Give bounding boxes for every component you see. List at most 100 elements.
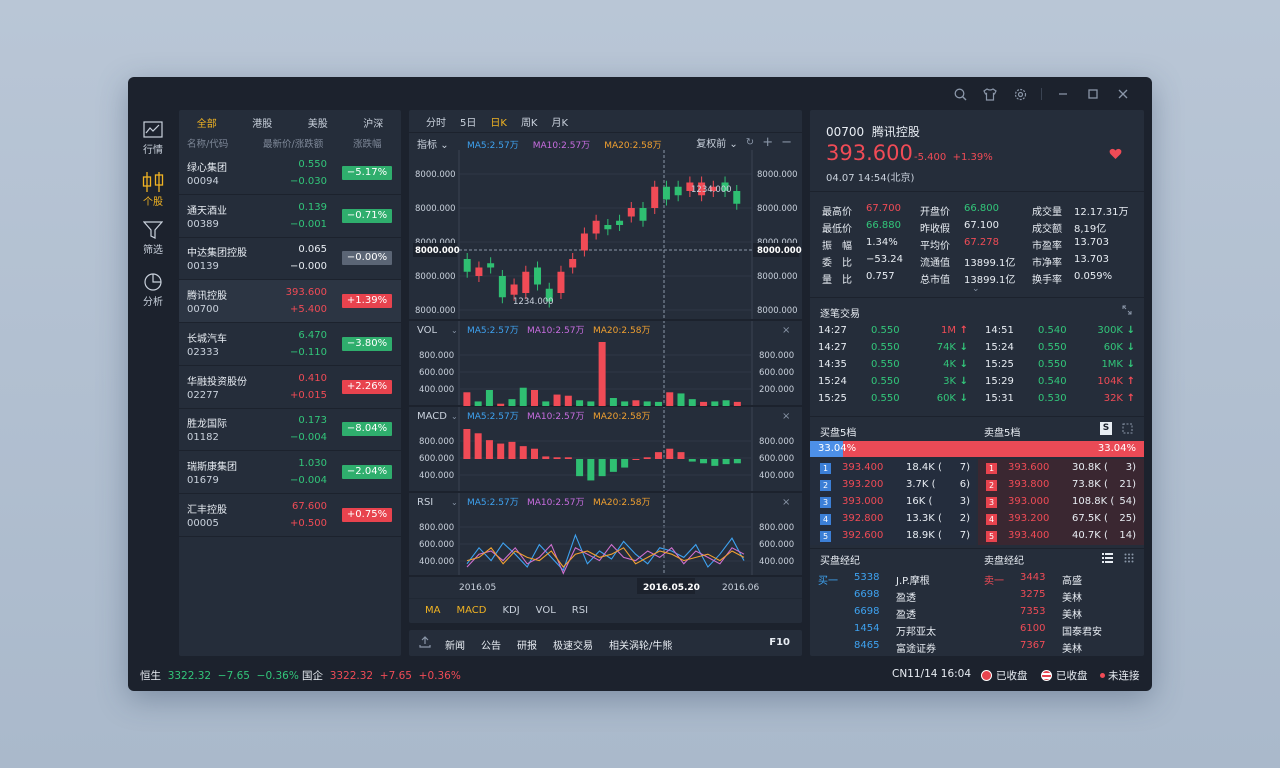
stock-change: −0.001 <box>289 218 327 230</box>
stock-row[interactable]: 汇丰控股 00005 67.600 +0.500 +0.75% <box>179 494 401 537</box>
level-badge: 5 <box>986 531 997 542</box>
volume-bar <box>632 400 640 406</box>
index-hscei[interactable]: 国企 3322.32 +7.65 +0.36% <box>302 668 461 683</box>
stock-row[interactable]: 瑞斯康集团 01679 1.030 −0.004 −2.04% <box>179 451 401 494</box>
broker-row[interactable]: 1454 万邦亚太 <box>818 623 968 638</box>
chart-canvas[interactable]: 8000.000 8000.000 8000.000 8000.000 8000.000… <box>409 110 802 599</box>
maximize-icon[interactable] <box>1078 85 1108 103</box>
connection-status[interactable]: 未连接 <box>1100 668 1140 683</box>
market-status-label: 已收盘 <box>996 670 1028 682</box>
trade-time: 15:25 <box>818 393 847 404</box>
stock-code: 00700 <box>187 304 219 316</box>
broker-row[interactable]: 6100 国泰君安 <box>984 623 1134 638</box>
zoom-in-icon[interactable]: + <box>762 135 774 150</box>
upload-icon[interactable] <box>419 636 431 651</box>
news-tab-news[interactable]: 新闻 <box>445 641 465 652</box>
volume-bar <box>553 394 561 406</box>
index-value: 3322.32 <box>167 670 212 682</box>
date-cursor-bg <box>637 578 695 594</box>
f10-button[interactable]: F10 <box>769 637 790 648</box>
candle <box>510 284 518 295</box>
zoom-out-icon[interactable]: − <box>781 135 792 150</box>
macd-bar <box>700 459 708 464</box>
stock-row[interactable]: 长城汽车 02333 6.470 −0.110 −3.80% <box>179 323 401 366</box>
index-hsi[interactable]: 恒生 3322.32 −7.65 −0.36% <box>140 668 299 683</box>
broker-row[interactable]: 卖一 3443 高盛 <box>984 572 1134 587</box>
tab-weekly-k[interactable]: 周K <box>520 117 538 129</box>
tab-hk[interactable]: 港股 <box>252 118 273 130</box>
broker-name: 高盛 <box>1062 576 1082 587</box>
arrow-down-icon: ↓ <box>1126 342 1135 353</box>
stock-pct-badge: +0.75% <box>342 507 392 522</box>
tab-us[interactable]: 美股 <box>307 118 328 130</box>
candle <box>733 191 741 204</box>
broker-name: 富途证券 <box>896 644 936 655</box>
indicator-tab-vol[interactable]: VOL <box>535 604 556 616</box>
sidebar-item-stock[interactable]: 个股 <box>128 171 178 215</box>
candle <box>616 220 624 225</box>
settings-icon[interactable] <box>1005 85 1035 103</box>
grid-view-icon[interactable] <box>1124 553 1134 566</box>
broker-row[interactable]: 买一 5338 J.P.摩根 <box>818 572 968 587</box>
macd-bar <box>643 457 651 459</box>
sidebar-item-market[interactable]: 行情 <box>128 119 178 163</box>
stock-row[interactable]: 中达集团控股 00139 0.065 −0.000 −0.00% <box>179 237 401 281</box>
level-volume: 40.7K ( <box>1072 530 1108 541</box>
stock-row[interactable]: 绿心集团 00094 0.550 −0.030 −5.17% <box>179 152 401 195</box>
refresh-icon[interactable]: ↻ <box>745 137 755 148</box>
tab-monthly-k[interactable]: 月K <box>551 117 569 129</box>
header-price[interactable]: 最新价/涨跌额 <box>263 139 324 150</box>
broker-row[interactable]: 7367 美林 <box>984 640 1134 655</box>
tab-all[interactable]: 全部 <box>196 118 217 130</box>
news-tab-research[interactable]: 研报 <box>517 641 537 652</box>
sub-axis-label-left: 600.000 <box>419 540 454 550</box>
close-icon[interactable] <box>1108 85 1138 103</box>
news-tab-warrants[interactable]: 相关涡轮/牛熊 <box>609 641 673 652</box>
stock-change: +5.400 <box>289 304 327 316</box>
header-name[interactable]: 名称/代码 <box>187 139 229 150</box>
skin-icon[interactable] <box>975 85 1005 103</box>
news-tab-announcements[interactable]: 公告 <box>481 641 501 652</box>
sidebar-item-filter[interactable]: 筛选 <box>128 219 178 263</box>
stock-row[interactable]: 腾讯控股 00700 393.600 +5.400 +1.39% <box>179 280 401 324</box>
broker-row[interactable]: 3275 美林 <box>984 589 1134 604</box>
settings-small-icon[interactable] <box>1122 423 1133 437</box>
book-ratio-bar: 33.04% 33.04% <box>810 441 1144 457</box>
broker-id: 6100 <box>1020 623 1046 634</box>
broker-row[interactable]: 8465 富途证券 <box>818 640 968 655</box>
heart-icon[interactable] <box>1109 148 1122 163</box>
rsi-line-orange <box>466 547 745 568</box>
stock-row[interactable]: 胜龙国际 01182 0.173 −0.004 −8.04% <box>179 408 401 452</box>
expand-chevron-icon[interactable]: ⌄ <box>972 284 980 294</box>
s-toggle-icon[interactable]: S <box>1100 422 1112 435</box>
indicator-tab-ma[interactable]: MA <box>425 604 441 616</box>
stock-name: 中达集团控股 <box>187 248 247 260</box>
sidebar-item-analysis[interactable]: 分析 <box>128 271 178 315</box>
minimize-icon[interactable] <box>1048 85 1078 103</box>
tab-daily-k[interactable]: 日K <box>490 117 507 129</box>
date-label: 2016.05 <box>459 583 496 593</box>
tab-sh-sz[interactable]: 沪深 <box>363 118 384 130</box>
stock-row[interactable]: 通天酒业 00389 0.139 −0.001 −0.71% <box>179 195 401 238</box>
stock-name: 胜龙国际 <box>187 419 227 431</box>
tab-intraday[interactable]: 分时 <box>426 117 446 129</box>
expand-icon[interactable] <box>1122 305 1132 318</box>
indicator-tab-rsi[interactable]: RSI <box>571 604 589 616</box>
search-icon[interactable] <box>945 85 975 103</box>
tab-5day[interactable]: 5日 <box>460 117 477 129</box>
indicator-dropdown[interactable]: 指标 ⌄ <box>417 136 449 151</box>
stock-row[interactable]: 华融投资股份 02277 0.410 +0.015 +2.26% <box>179 366 401 409</box>
fuquan-dropdown[interactable]: 复权前 ⌄ <box>696 135 738 150</box>
level-volume: 18.4K ( <box>906 462 942 473</box>
list-view-icon[interactable] <box>1102 553 1113 566</box>
broker-row[interactable]: 7353 美林 <box>984 606 1134 621</box>
broker-row[interactable]: 6698 盈透 <box>818 606 968 621</box>
price-axis-label-left: 8000.000 <box>415 306 456 316</box>
indicator-tab-macd[interactable]: MACD <box>456 604 487 616</box>
indicator-tab-kdj[interactable]: KDJ <box>502 604 520 616</box>
header-pct[interactable]: 涨跌幅 <box>353 139 382 150</box>
broker-name: J.P.摩根 <box>896 576 930 587</box>
candle <box>545 288 553 302</box>
broker-row[interactable]: 6698 盈透 <box>818 589 968 604</box>
news-tab-fast-trade[interactable]: 极速交易 <box>553 641 593 652</box>
